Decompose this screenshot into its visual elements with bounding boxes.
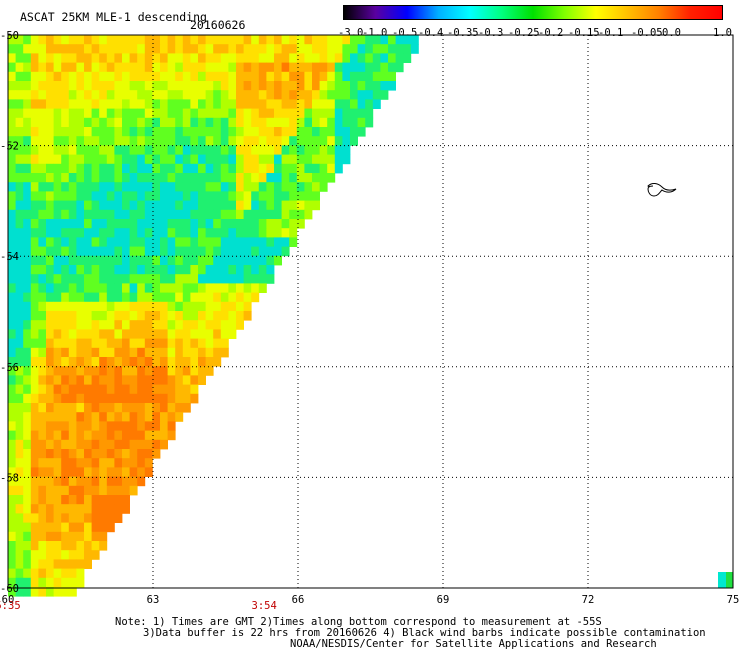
lat-tick-label: -56 — [0, 362, 19, 374]
lon-tick-label: 75 — [727, 594, 740, 606]
colorbar-label: -0.35 — [447, 27, 479, 39]
swath-cell — [718, 572, 726, 588]
lat-tick-label: -58 — [0, 472, 19, 484]
note-line-1: Note: 1) Times are GMT 2)Times along bot… — [115, 616, 602, 628]
colorbar — [343, 5, 723, 20]
colorbar-label: -0.1 — [598, 27, 624, 39]
colorbar-label: -0.2 — [538, 27, 564, 39]
lat-tick-label: -50 — [0, 30, 19, 42]
swath-cell — [726, 572, 733, 588]
chart-date: 20160626 — [190, 18, 246, 32]
lat-tick-label: -60 — [0, 583, 19, 595]
colorbar-label: -1.0 — [362, 27, 388, 39]
lon-tick-label: 63 — [147, 594, 160, 606]
lon-tick-label: 66 — [292, 594, 305, 606]
note-line-2: 3)Data buffer is 22 hrs from 20160626 4)… — [143, 627, 706, 639]
time-label: 3:54 — [252, 600, 277, 612]
plot-frame — [7, 34, 734, 589]
colorbar-label: 1.0 — [713, 27, 732, 39]
chart-title: ASCAT 25KM MLE-1 descending — [20, 10, 207, 24]
time-label: 5:35 — [0, 600, 21, 612]
swath-cells — [8, 35, 419, 597]
lon-tick-label: 72 — [582, 594, 595, 606]
colorbar-label: 0.0 — [662, 27, 681, 39]
lon-tick-label: 60 — [2, 594, 15, 606]
colorbar-label: -0.5 — [392, 27, 418, 39]
colorbar-label: -0.05 — [631, 27, 663, 39]
colorbar-label: -0.25 — [508, 27, 540, 39]
lon-tick-label: 69 — [437, 594, 450, 606]
lat-tick-label: -54 — [0, 251, 19, 263]
colorbar-labels: -3.0 -1.0 -0.5 -0.4 -0.35 -0.3 -0.25 -0.2 -0.15-… — [330, 27, 732, 40]
lat-tick-label: -52 — [0, 141, 19, 153]
colorbar-label: -3.0 — [338, 27, 364, 39]
note-line-3: NOAA/NESDIS/Center for Satellite Applica… — [290, 638, 657, 650]
colorbar-label: -0.15 — [568, 27, 600, 39]
colorbar-label: -0.4 — [418, 27, 444, 39]
island-coastline — [647, 183, 677, 197]
colorbar-label: -0.3 — [478, 27, 504, 39]
